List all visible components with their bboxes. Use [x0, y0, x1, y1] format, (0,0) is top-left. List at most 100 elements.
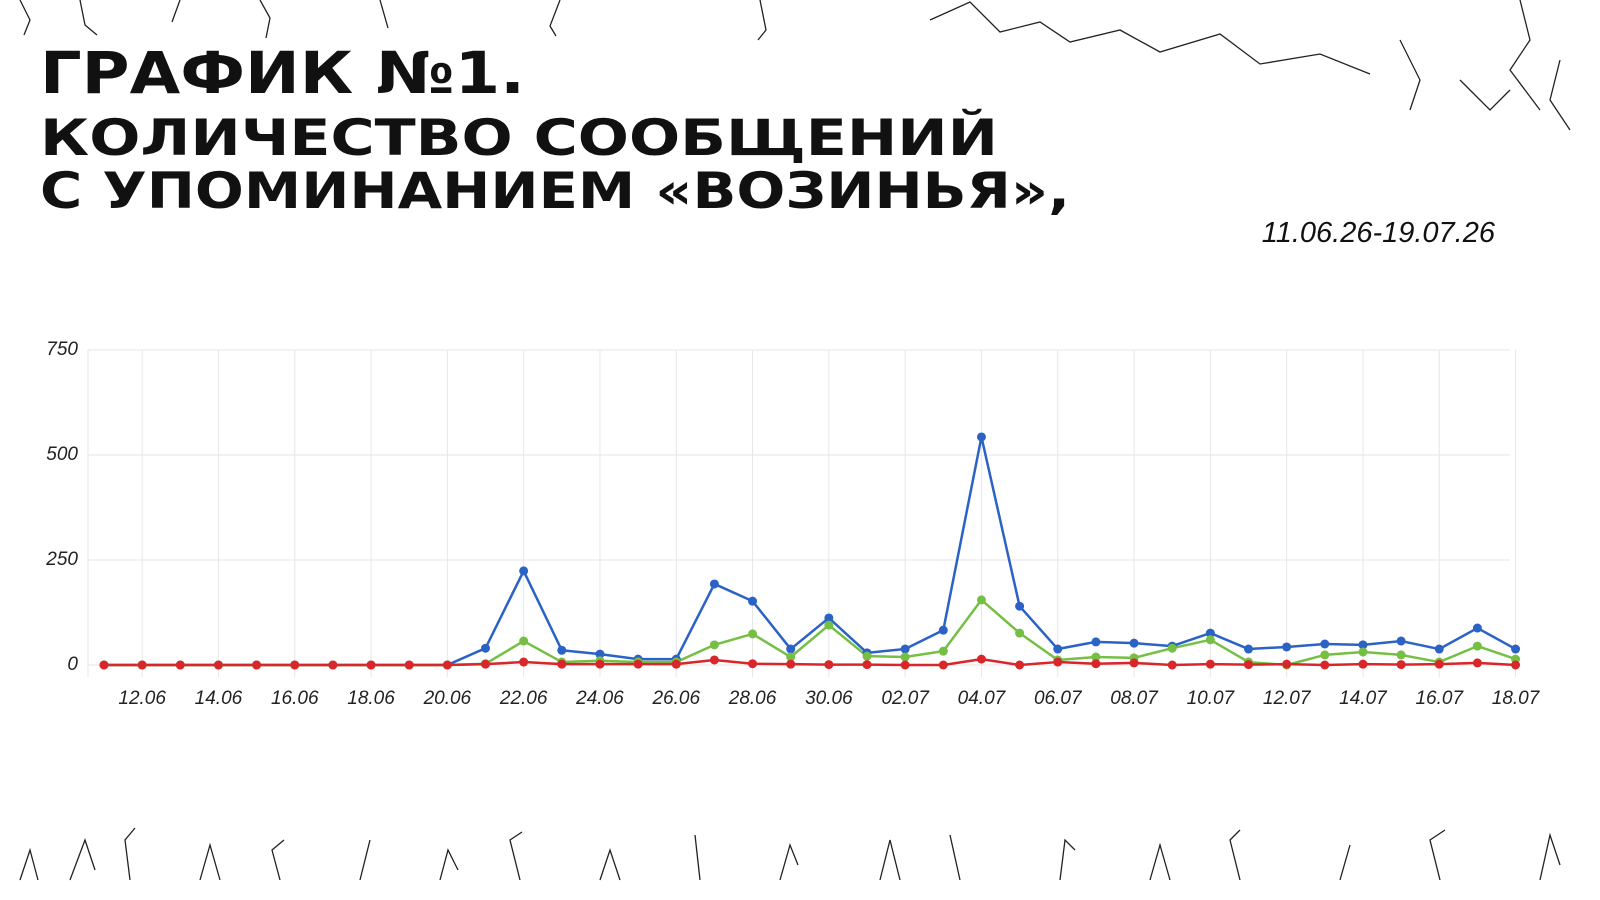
data-point [328, 660, 338, 670]
data-point [1282, 659, 1292, 669]
x-tick-label: 16.07 [1415, 688, 1464, 709]
chart-subtitle: С УПОМИНАНИЕМ «ВОЗИНЬЯ», [40, 162, 1070, 220]
x-tick-label: 14.07 [1339, 688, 1388, 709]
x-tick-label: 24.06 [575, 688, 624, 709]
data-point [481, 643, 490, 653]
x-tick-label: 14.06 [195, 688, 243, 709]
x-tick-label: 10.07 [1187, 688, 1236, 709]
x-tick-label: 20.06 [423, 688, 472, 709]
data-point [366, 660, 376, 670]
data-point [213, 660, 223, 670]
data-point [862, 651, 872, 661]
x-tick-label: 18.07 [1492, 688, 1541, 709]
data-point [786, 659, 796, 669]
data-point [557, 645, 567, 655]
data-point [1015, 660, 1025, 670]
data-point [786, 644, 796, 654]
data-point [938, 625, 948, 635]
data-point [786, 652, 796, 662]
data-point [1244, 660, 1253, 670]
data-point [290, 660, 300, 670]
x-tick-label: 26.06 [651, 688, 700, 709]
data-point [976, 432, 986, 442]
data-point [671, 659, 681, 669]
data-point [1472, 658, 1482, 668]
data-point [824, 613, 834, 623]
data-point [1358, 640, 1368, 650]
series-line [104, 435, 1517, 667]
x-tick-label: 18.06 [347, 688, 395, 709]
data-point [900, 652, 910, 662]
data-point [1320, 650, 1330, 660]
data-point [824, 660, 834, 670]
data-point [633, 659, 643, 669]
data-point [748, 596, 758, 606]
data-point [938, 660, 948, 670]
data-point [1091, 659, 1101, 669]
data-point [1434, 659, 1444, 669]
chart-title: ГРАФИК №1. [40, 39, 525, 107]
data-point [1396, 650, 1406, 660]
y-tick-label: 250 [45, 549, 78, 570]
data-point [519, 636, 529, 646]
y-tick-label: 500 [46, 444, 78, 465]
data-point [442, 660, 452, 670]
data-point [481, 659, 490, 669]
data-point [1167, 660, 1177, 670]
data-point [1091, 637, 1101, 647]
data-point [1091, 652, 1101, 662]
data-point [1053, 644, 1063, 654]
data-point [1129, 658, 1139, 668]
data-point [1129, 638, 1139, 648]
data-point [1053, 657, 1063, 667]
data-point [404, 660, 414, 670]
x-tick-label: 04.07 [958, 688, 1007, 709]
series-line [104, 657, 1516, 667]
x-tick-label: 12.07 [1263, 688, 1312, 709]
x-tick-label: 16.06 [271, 688, 319, 709]
data-point [1167, 643, 1177, 653]
data-point [1320, 660, 1330, 670]
data-point [595, 659, 605, 669]
decoration [19, 0, 1571, 881]
data-point [824, 620, 834, 630]
data-point [595, 649, 605, 659]
data-point [1472, 623, 1482, 633]
data-point [519, 657, 529, 667]
x-tick-label: 02.07 [881, 688, 930, 709]
data-point [1511, 644, 1521, 654]
y-tick-label: 0 [67, 654, 78, 675]
data-point [1205, 635, 1215, 645]
data-point [1434, 644, 1444, 654]
data-point [938, 646, 948, 656]
data-point [252, 660, 262, 670]
data-point [1015, 628, 1025, 638]
data-point [1320, 639, 1330, 649]
y-tick-label: 750 [46, 339, 78, 360]
data-point [748, 659, 758, 669]
data-point [1396, 636, 1406, 646]
data-point [1358, 659, 1368, 669]
data-point [1358, 647, 1368, 657]
data-point [900, 660, 910, 670]
data-point [519, 566, 529, 576]
data-point [99, 660, 109, 670]
x-tick-label: 06.07 [1034, 688, 1083, 709]
data-point [709, 640, 719, 650]
data-point [709, 579, 719, 589]
data-point [976, 654, 986, 664]
data-point [1244, 644, 1253, 654]
x-tick-label: 22.06 [499, 688, 548, 709]
data-point [976, 595, 986, 605]
data-point [1205, 659, 1215, 669]
data-point [137, 660, 147, 670]
x-tick-label: 28.06 [728, 688, 777, 709]
x-tick-label: 12.06 [118, 688, 166, 709]
data-point [709, 655, 719, 665]
data-point [748, 629, 758, 639]
data-point [1396, 660, 1406, 670]
data-point [1511, 660, 1521, 670]
data-point [900, 644, 910, 654]
data-point [1472, 641, 1482, 651]
